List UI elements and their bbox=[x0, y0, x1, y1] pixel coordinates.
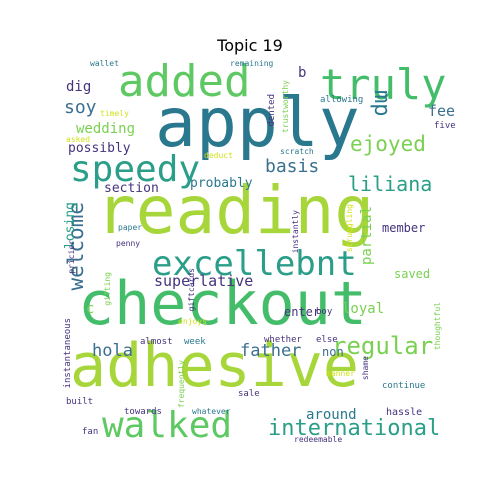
word-fan: fan bbox=[82, 427, 99, 437]
word-wallet: wallet bbox=[90, 59, 119, 68]
word-giftcards: giftcards bbox=[187, 268, 196, 312]
word-paper: paper bbox=[118, 223, 143, 232]
word-possibly: possibly bbox=[68, 141, 131, 156]
word-hola: hola bbox=[92, 341, 133, 361]
word-checkout: checkout bbox=[78, 269, 367, 339]
word-regular: regular bbox=[332, 332, 434, 360]
word-added: added bbox=[118, 56, 251, 107]
word-five: five bbox=[434, 121, 456, 131]
word-speedy: speedy bbox=[70, 149, 201, 190]
word-fee: fee bbox=[428, 102, 456, 120]
word-almost: almost bbox=[140, 337, 173, 347]
word-redeemable: redeemable bbox=[294, 435, 343, 444]
word-father: father bbox=[240, 341, 302, 361]
word-built: built bbox=[66, 397, 94, 407]
word-enjoys: enjoys bbox=[178, 317, 207, 326]
word-basis: basis bbox=[265, 156, 320, 177]
word-scratch: scratch bbox=[280, 147, 314, 156]
word-probably: probably bbox=[190, 176, 253, 191]
word-soy: soy bbox=[64, 97, 97, 118]
word-ejoyed: ejoyed bbox=[350, 132, 426, 156]
word-truly: truly bbox=[320, 60, 447, 109]
word-instantly: instantly bbox=[291, 210, 300, 254]
word-walked: walked bbox=[102, 405, 233, 446]
word-gifting: gifting bbox=[103, 272, 112, 306]
word-around: around bbox=[306, 407, 357, 423]
word-apply: apply bbox=[155, 84, 360, 163]
word-partial: partial bbox=[359, 206, 375, 266]
word-allowing: allowing bbox=[320, 95, 364, 105]
word-cloud: apply reading checkout adhesive added tr… bbox=[60, 56, 456, 452]
word-penny: penny bbox=[116, 239, 141, 248]
word-dented: dented bbox=[267, 94, 277, 127]
word-mp: mp bbox=[369, 90, 394, 117]
word-excellebnt: excellebnt bbox=[152, 244, 357, 284]
word-shame: shame bbox=[361, 356, 370, 381]
word-timely: timely bbox=[100, 109, 129, 118]
word-instantaneous: instantaneous bbox=[63, 318, 73, 389]
word-whatever: whatever bbox=[192, 407, 231, 416]
word-week: week bbox=[184, 337, 206, 347]
word-dig: dig bbox=[66, 79, 92, 95]
word-frequently: frequently bbox=[177, 360, 186, 409]
word-pricier: pricier bbox=[67, 240, 76, 274]
word-b: b bbox=[298, 65, 307, 81]
word-non: non bbox=[322, 345, 344, 359]
word-sale: sale bbox=[238, 389, 260, 399]
word-struggling: struggling bbox=[345, 204, 354, 253]
word-towards: towards bbox=[124, 407, 162, 417]
word-manner: manner bbox=[326, 369, 355, 378]
word-deduct: deduct bbox=[204, 151, 233, 160]
word-continue: continue bbox=[382, 381, 426, 391]
word-wedding: wedding bbox=[76, 121, 136, 137]
word-adhesive: adhesive bbox=[70, 331, 359, 401]
word-c: c bbox=[86, 301, 95, 317]
word-boy: boy bbox=[316, 307, 333, 317]
word-section: section bbox=[104, 181, 159, 196]
word-else: else bbox=[316, 335, 338, 345]
word-remaining: remaining bbox=[230, 59, 274, 68]
word-enter: enter bbox=[284, 305, 321, 319]
word-loyal: loyal bbox=[342, 301, 385, 317]
word-thoughtful: thoughtful bbox=[433, 302, 442, 351]
word-hassle: hassle bbox=[386, 407, 423, 418]
word-whether: whether bbox=[264, 335, 302, 345]
word-member: member bbox=[382, 221, 426, 235]
word-reading: reading bbox=[96, 172, 375, 249]
word-saved: saved bbox=[394, 267, 431, 281]
word-superlative: superlative bbox=[154, 272, 254, 290]
chart-title: Topic 19 bbox=[217, 36, 283, 55]
word-international: international bbox=[268, 416, 441, 441]
word-asked: asked bbox=[66, 135, 91, 144]
word-liliana: liliana bbox=[348, 172, 433, 196]
word-trustworthy: trustworthy bbox=[281, 80, 290, 133]
